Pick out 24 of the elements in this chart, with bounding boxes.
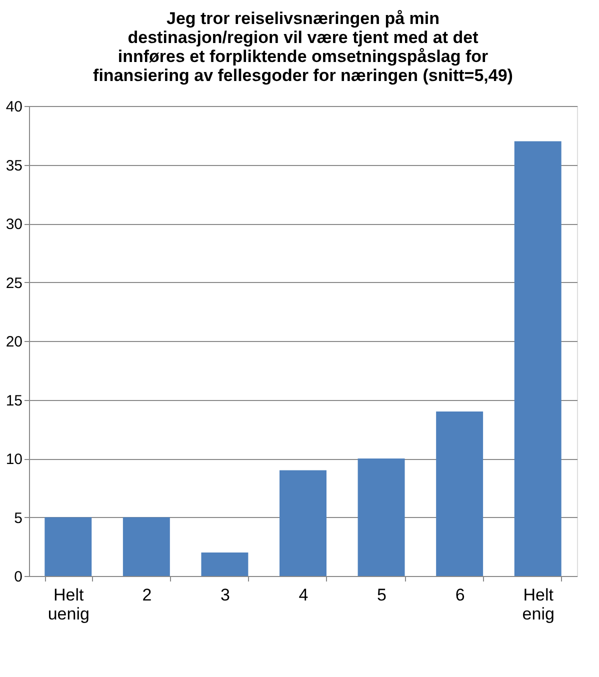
bar	[436, 412, 484, 576]
bar	[280, 470, 326, 576]
bar	[122, 517, 170, 576]
x-tick-label: Helt enig	[522, 586, 554, 624]
x-tick-label: Helt uenig	[48, 586, 90, 624]
x-tick-label: 3	[220, 586, 230, 604]
y-tick-label: 10	[6, 451, 22, 468]
x-tick-label: 2	[142, 586, 152, 604]
x-tick-label: 5	[377, 586, 387, 604]
y-tick-label: 5	[14, 510, 22, 527]
bar	[514, 141, 562, 576]
x-tick-label: 6	[455, 586, 465, 604]
y-tick-label: 30	[6, 216, 22, 233]
y-tick-label: 15	[6, 392, 22, 410]
chart-title: Jeg tror reiselivsnæringen på min destinasjon/region vil være tjent med at det innføres et forpliktende omsetningspåslag for finansiering av fellesgoder for næringen (snitt=5,49)	[93, 9, 513, 85]
x-tick-label: 4	[298, 586, 308, 604]
y-tick-label: 20	[6, 334, 22, 350]
y-tick-label: 25	[6, 274, 22, 292]
bar	[201, 552, 248, 576]
bar	[44, 517, 92, 576]
bar	[358, 458, 405, 576]
y-tick-label: 0	[14, 568, 22, 586]
y-tick-label: 35	[6, 157, 22, 174]
y-tick-label: 40	[6, 98, 22, 116]
